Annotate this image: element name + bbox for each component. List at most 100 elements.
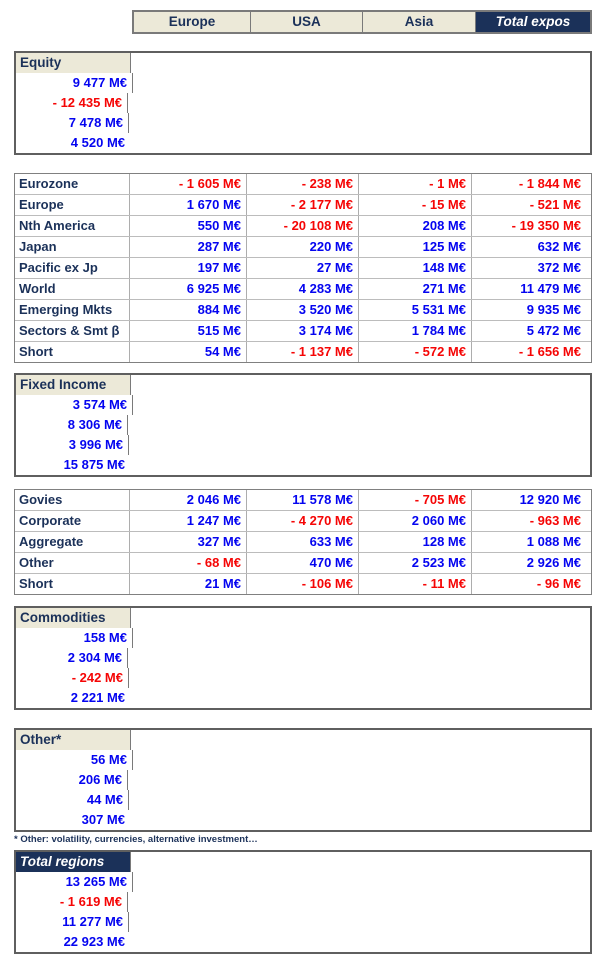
other-footnote: * Other: volatility, currencies, alterna… — [14, 834, 258, 845]
value-cell-usa: 27 M€ — [247, 258, 359, 278]
value-cell-total: 372 M€ — [472, 258, 586, 278]
value-cell-europe: 327 M€ — [130, 532, 247, 552]
value-cell-usa: - 4 270 M€ — [247, 511, 359, 531]
fixed-income-asia-value: 3 996 M€ — [16, 435, 129, 455]
total-regions-total-value: 22 923 M€ — [16, 932, 130, 952]
value-cell-europe: 1 670 M€ — [130, 195, 247, 215]
value-cell-usa: - 1 137 M€ — [247, 342, 359, 362]
table-row-corporate: Corporate 1 247 M€ - 4 270 M€ 2 060 M€ -… — [15, 511, 591, 532]
value-cell-asia: 2 060 M€ — [359, 511, 472, 531]
value-cell-usa: 3 174 M€ — [247, 321, 359, 341]
equity-summary-row: Equity 9 477 M€ - 12 435 M€ 7 478 M€ 4 5… — [14, 51, 592, 155]
value-cell-total: 5 472 M€ — [472, 321, 586, 341]
value-cell-usa: - 238 M€ — [247, 174, 359, 194]
total-regions-asia-value: 11 277 M€ — [16, 912, 129, 932]
row-label: Short — [15, 574, 130, 594]
table-row-eurozone: Eurozone - 1 605 M€ - 238 M€ - 1 M€ - 1 … — [15, 174, 591, 195]
value-cell-asia: - 705 M€ — [359, 490, 472, 510]
total-regions-usa-value: - 1 619 M€ — [16, 892, 128, 912]
table-row-govies: Govies 2 046 M€ 11 578 M€ - 705 M€ 12 92… — [15, 490, 591, 511]
row-label-commodities: Commodities — [16, 608, 131, 628]
row-label-equity: Equity — [16, 53, 131, 73]
other-asia-value: 44 M€ — [16, 790, 129, 810]
row-label-other: Other* — [16, 730, 131, 750]
row-label: Corporate — [15, 511, 130, 531]
value-cell-total: - 1 844 M€ — [472, 174, 586, 194]
row-label: Nth America — [15, 216, 130, 236]
row-label: Europe — [15, 195, 130, 215]
table-row-aggregate: Aggregate 327 M€ 633 M€ 128 M€ 1 088 M€ — [15, 532, 591, 553]
value-cell-total: - 521 M€ — [472, 195, 586, 215]
fixed-income-total-value: 15 875 M€ — [16, 455, 130, 475]
exposures-table: Europe USA Asia Total expos Equity 9 477… — [14, 10, 592, 954]
other-total-value: 307 M€ — [16, 810, 130, 830]
table-row-pacific-ex-jp: Pacific ex Jp 197 M€ 27 M€ 148 M€ 372 M€ — [15, 258, 591, 279]
value-cell-usa: 4 283 M€ — [247, 279, 359, 299]
value-cell-usa: - 20 108 M€ — [247, 216, 359, 236]
fixed-income-summary-row: Fixed Income 3 574 M€ 8 306 M€ 3 996 M€ … — [14, 373, 592, 477]
value-cell-usa: 3 520 M€ — [247, 300, 359, 320]
row-label: Eurozone — [15, 174, 130, 194]
value-cell-europe: 515 M€ — [130, 321, 247, 341]
table-row-fi-short: Short 21 M€ - 106 M€ - 11 M€ - 96 M€ — [15, 574, 591, 594]
table-row-fi-other: Other - 68 M€ 470 M€ 2 523 M€ 2 926 M€ — [15, 553, 591, 574]
row-label: Other — [15, 553, 130, 573]
value-cell-europe: 21 M€ — [130, 574, 247, 594]
value-cell-usa: - 106 M€ — [247, 574, 359, 594]
commodities-summary-row: Commodities 158 M€ 2 304 M€ - 242 M€ 2 2… — [14, 606, 592, 710]
column-header-total-expos: Total expos — [476, 12, 590, 32]
value-cell-asia: 208 M€ — [359, 216, 472, 236]
value-cell-europe: 2 046 M€ — [130, 490, 247, 510]
row-label: Pacific ex Jp — [15, 258, 130, 278]
table-row-japan: Japan 287 M€ 220 M€ 125 M€ 632 M€ — [15, 237, 591, 258]
row-label-total-regions: Total regions — [16, 852, 131, 872]
row-label: Japan — [15, 237, 130, 257]
value-cell-total: 2 926 M€ — [472, 553, 586, 573]
value-cell-asia: 1 784 M€ — [359, 321, 472, 341]
value-cell-europe: 287 M€ — [130, 237, 247, 257]
value-cell-asia: 148 M€ — [359, 258, 472, 278]
value-cell-usa: 470 M€ — [247, 553, 359, 573]
row-label: Short — [15, 342, 130, 362]
value-cell-europe: 550 M€ — [130, 216, 247, 236]
row-label: Emerging Mkts — [15, 300, 130, 320]
other-usa-value: 206 M€ — [16, 770, 128, 790]
total-regions-europe-value: 13 265 M€ — [16, 872, 133, 892]
commodities-europe-value: 158 M€ — [16, 628, 133, 648]
value-cell-asia: 128 M€ — [359, 532, 472, 552]
row-label: Sectors & Smt β — [15, 321, 130, 341]
fixed-income-detail-table: Govies 2 046 M€ 11 578 M€ - 705 M€ 12 92… — [14, 489, 592, 595]
other-summary-row: Other* 56 M€ 206 M€ 44 M€ 307 M€ — [14, 728, 592, 832]
value-cell-usa: 220 M€ — [247, 237, 359, 257]
commodities-total-value: 2 221 M€ — [16, 688, 130, 708]
column-header-usa: USA — [251, 12, 363, 32]
value-cell-asia: 125 M€ — [359, 237, 472, 257]
equity-detail-table: Eurozone - 1 605 M€ - 238 M€ - 1 M€ - 1 … — [14, 173, 592, 363]
value-cell-europe: 54 M€ — [130, 342, 247, 362]
table-row-europe: Europe 1 670 M€ - 2 177 M€ - 15 M€ - 521… — [15, 195, 591, 216]
value-cell-europe: 884 M€ — [130, 300, 247, 320]
value-cell-total: 632 M€ — [472, 237, 586, 257]
value-cell-europe: - 1 605 M€ — [130, 174, 247, 194]
value-cell-europe: 197 M€ — [130, 258, 247, 278]
row-label: Aggregate — [15, 532, 130, 552]
value-cell-total: - 96 M€ — [472, 574, 586, 594]
table-row-equity-short: Short 54 M€ - 1 137 M€ - 572 M€ - 1 656 … — [15, 342, 591, 362]
row-label: World — [15, 279, 130, 299]
commodities-usa-value: 2 304 M€ — [16, 648, 128, 668]
value-cell-usa: 633 M€ — [247, 532, 359, 552]
value-cell-usa: - 2 177 M€ — [247, 195, 359, 215]
value-cell-asia: - 11 M€ — [359, 574, 472, 594]
row-label: Govies — [15, 490, 130, 510]
value-cell-total: - 1 656 M€ — [472, 342, 586, 362]
value-cell-asia: 2 523 M€ — [359, 553, 472, 573]
equity-total-value: 4 520 M€ — [16, 133, 130, 153]
value-cell-total: 9 935 M€ — [472, 300, 586, 320]
table-row-nth-america: Nth America 550 M€ - 20 108 M€ 208 M€ - … — [15, 216, 591, 237]
column-header-europe: Europe — [134, 12, 251, 32]
total-regions-summary-row: Total regions 13 265 M€ - 1 619 M€ 11 27… — [14, 850, 592, 954]
value-cell-total: 1 088 M€ — [472, 532, 586, 552]
equity-europe-value: 9 477 M€ — [16, 73, 133, 93]
value-cell-asia: - 572 M€ — [359, 342, 472, 362]
fixed-income-europe-value: 3 574 M€ — [16, 395, 133, 415]
